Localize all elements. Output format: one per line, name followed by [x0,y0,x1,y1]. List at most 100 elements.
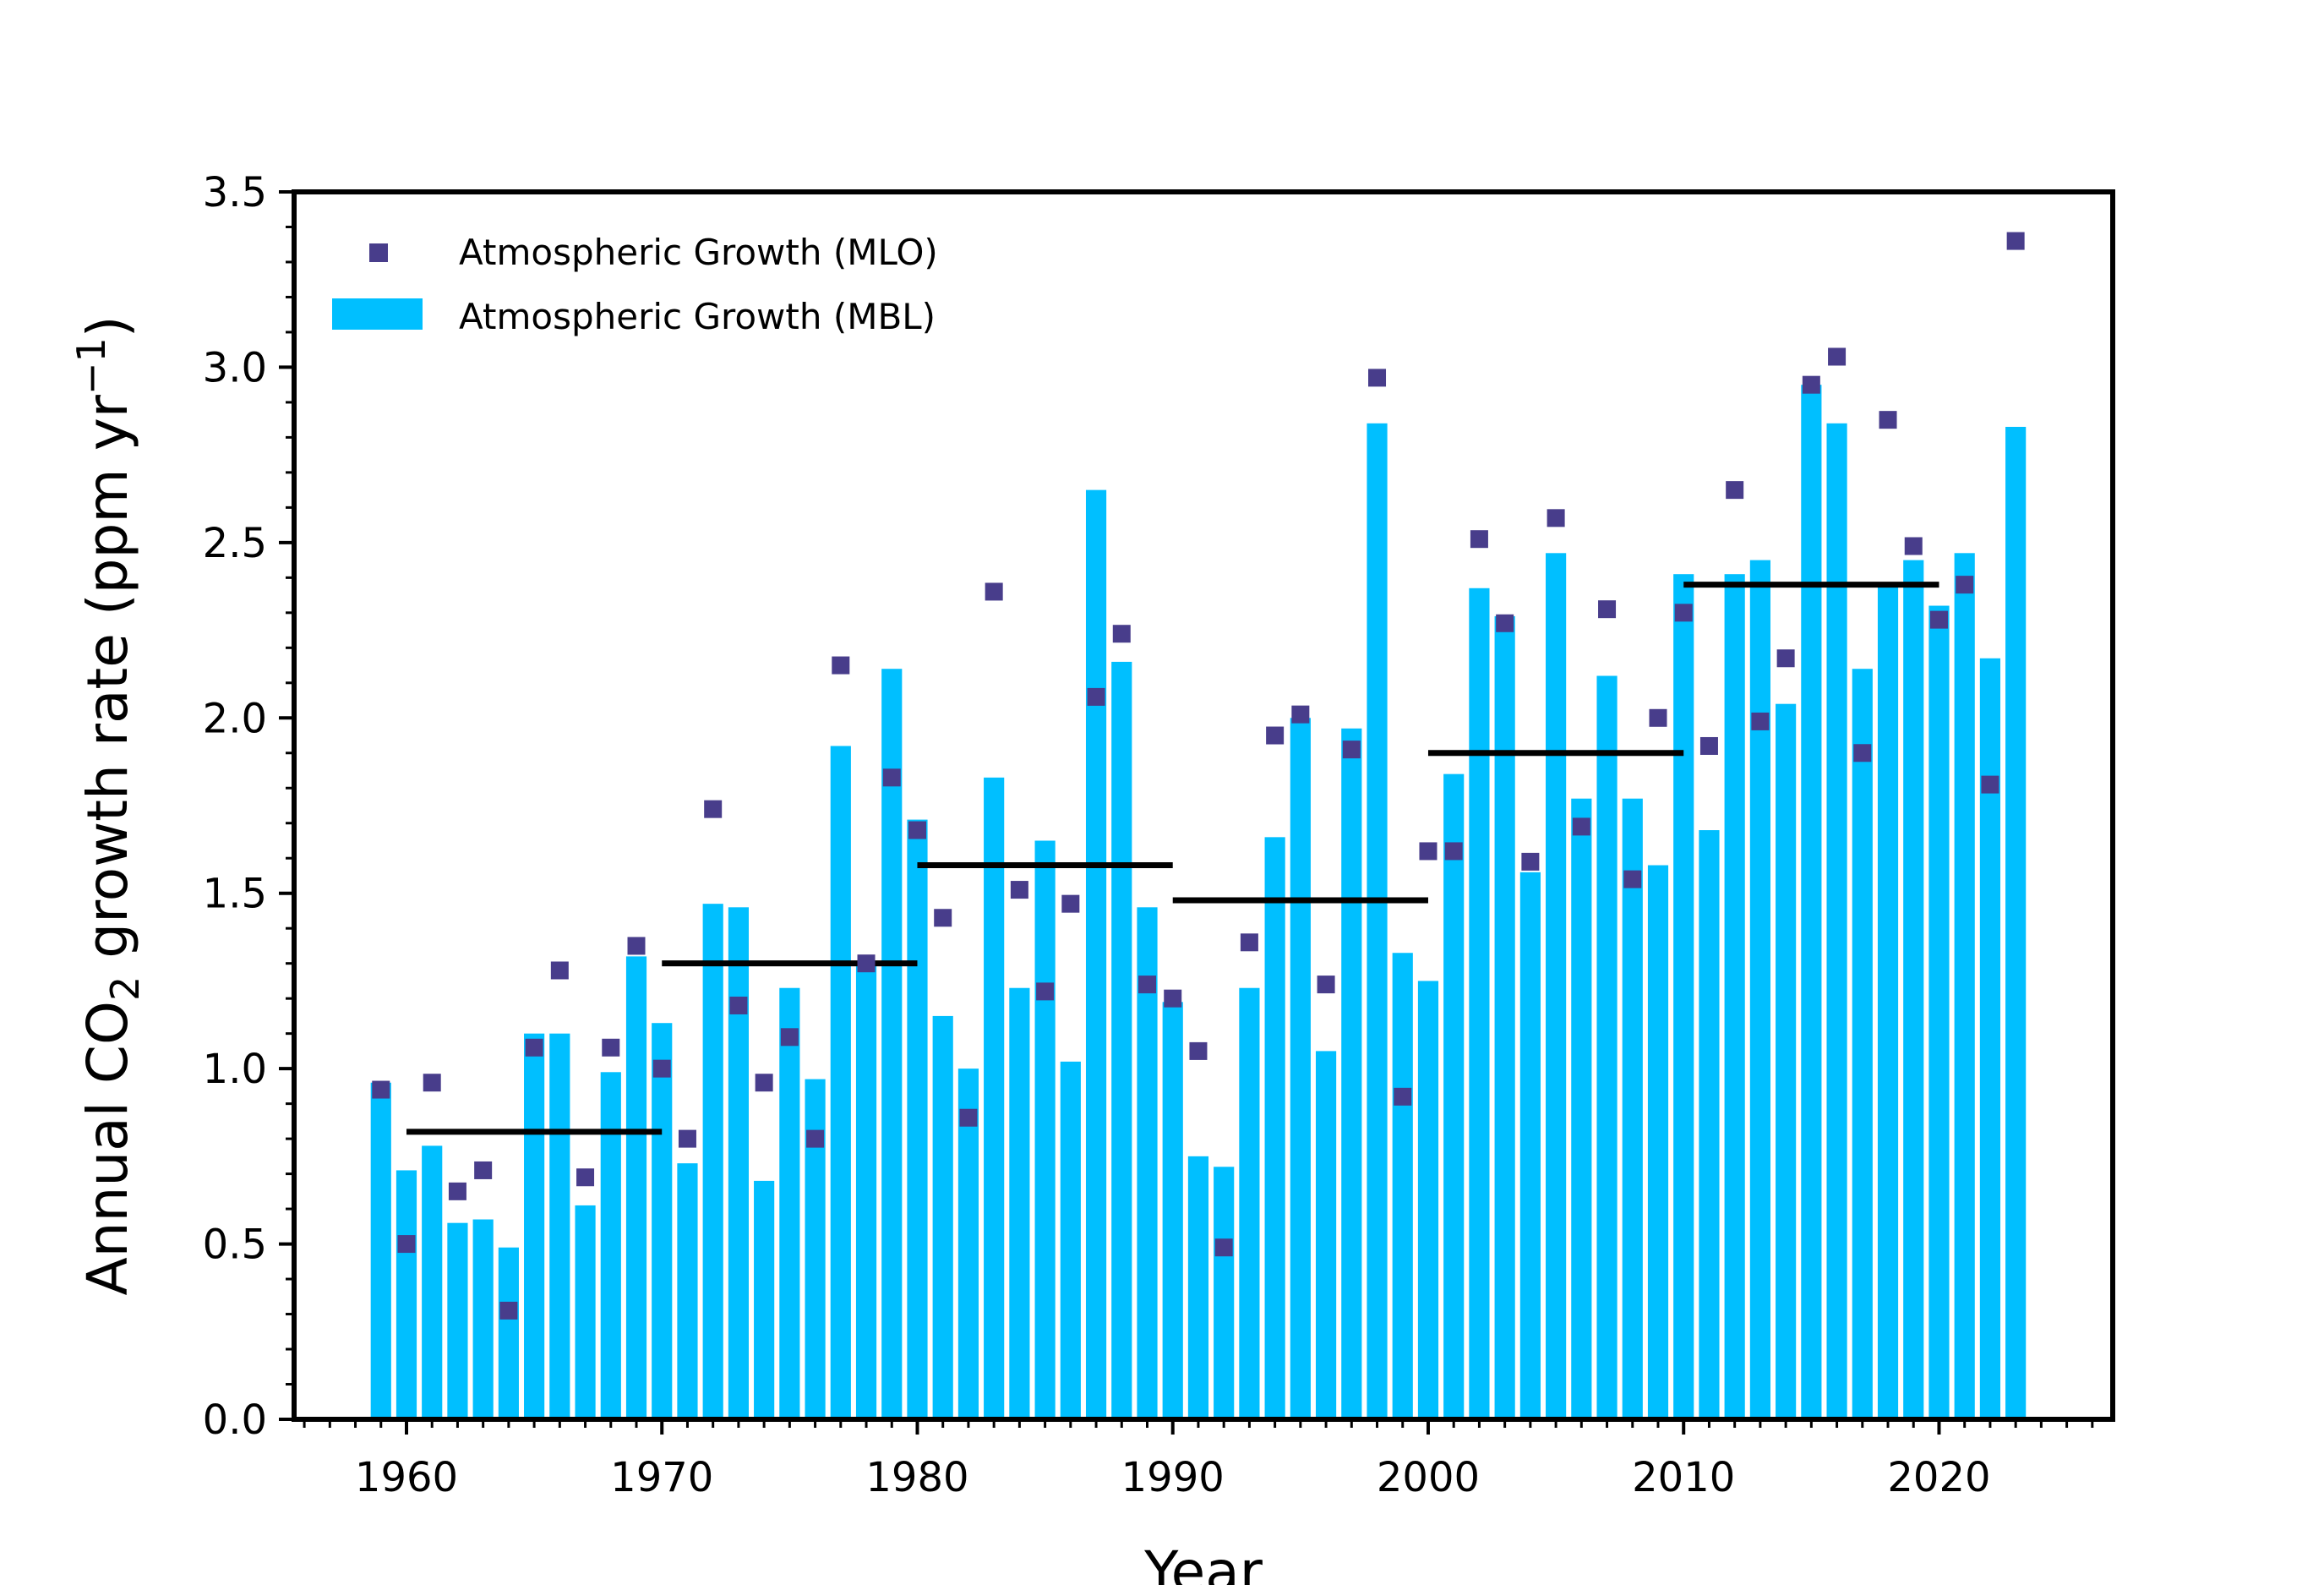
marker-mlo-2019 [1904,537,1923,555]
marker-mlo-1977 [832,656,850,675]
marker-mlo-1960 [397,1235,416,1254]
bar-mbl-2017 [1852,669,1873,1419]
y-tick-label: 1.5 [203,871,267,918]
marker-mlo-1994 [1266,726,1285,745]
marker-mlo-1978 [857,954,876,973]
bar-mbl-1980 [907,819,928,1419]
marker-mlo-1974 [755,1074,773,1092]
marker-mlo-2020 [1929,610,1948,629]
bar-mbl-1972 [702,904,723,1419]
y-tick-label: 2.5 [203,520,267,567]
plot-frame [292,189,2115,1422]
marker-mlo-1965 [525,1038,543,1057]
marker-mlo-1966 [550,961,569,980]
bar-mbl-2010 [1673,574,1694,1419]
bar-mbl-1965 [524,1033,545,1419]
marker-mlo-1968 [602,1038,620,1057]
legend-marker-mlo [369,243,388,262]
legend-label-mlo: Atmospheric Growth (MLO) [459,232,938,273]
bar-mbl-1985 [1034,840,1056,1419]
marker-mlo-1967 [576,1168,595,1187]
marker-mlo-2011 [1699,736,1718,755]
bar-mbl-2021 [1954,553,1975,1419]
x-axis: 1960 1970 1980 1990 2000 2010 2020 [303,1419,2094,1501]
bar-mbl-1998 [1367,423,1388,1420]
marker-mlo-2023 [2006,232,2025,250]
bar-mbl-2014 [1776,703,1797,1419]
x-axis-label: Year [1143,1539,1263,1585]
x-tick-label: 1960 [355,1454,458,1501]
bar-mbl-1977 [830,746,851,1419]
bar-mbl-1987 [1085,489,1107,1419]
bar-mbl-2009 [1647,865,1669,1419]
bar-mbl-2002 [1469,588,1490,1419]
bar-mbl-2013 [1749,560,1770,1419]
marker-mlo-1993 [1240,933,1258,952]
bar-mbl-1974 [754,1180,775,1419]
bar-mbl-1982 [957,1069,979,1419]
marker-mlo-1961 [423,1074,441,1092]
marker-mlo-2017 [1853,744,1872,762]
bar-mbl-2016 [1826,423,1847,1420]
marker-mlo-2012 [1726,481,1744,500]
marker-mlo-1976 [806,1129,825,1148]
bar-mbl-1984 [1009,987,1030,1419]
bar-mbl-1986 [1060,1061,1081,1419]
bar-mbl-1991 [1187,1156,1209,1419]
marker-mlo-1999 [1394,1087,1412,1106]
bar-mbl-1992 [1214,1167,1235,1419]
bar-mbl-1973 [728,907,749,1419]
bar-mbl-2011 [1699,830,1720,1419]
bar-mbl-2015 [1801,385,1822,1420]
marker-mlo-1997 [1342,741,1361,759]
marker-mlo-1980 [908,821,926,839]
bar-mbl-2023 [2005,426,2027,1419]
marker-mlo-1987 [1087,687,1105,706]
x-tick-label: 1970 [610,1454,713,1501]
bar-mbl-2020 [1928,605,1950,1419]
bar-mbl-2005 [1546,553,1567,1419]
bar-mbl-1978 [855,963,877,1419]
marker-mlo-1969 [627,937,646,955]
bar-mbl-1971 [677,1163,698,1419]
bar-mbl-2003 [1494,615,1515,1419]
marker-mlo-2003 [1496,614,1514,632]
x-tick-label: 1980 [865,1454,968,1501]
marker-mlo-1986 [1061,894,1080,913]
marker-mlo-2022 [1981,775,1999,794]
y-tick-label: 3.0 [203,344,267,391]
x-tick-label: 2020 [1887,1454,1990,1501]
bar-mbl-1983 [984,777,1005,1419]
bar-mbl-1963 [472,1219,494,1419]
bar-mbl-2018 [1877,584,1899,1419]
marker-mlo-1995 [1291,705,1310,724]
y-axis-label-subscript: 2 [102,976,148,1001]
bar-mbl-2012 [1724,574,1745,1419]
marker-mlo-1971 [678,1129,696,1148]
marker-mlo-1973 [729,996,748,1014]
marker-mlo-1981 [934,909,952,927]
marker-mlo-2018 [1879,411,1897,429]
marker-mlo-1984 [1010,881,1028,899]
marker-mlo-2005 [1547,509,1565,527]
mbl-bars [370,385,2027,1420]
marker-mlo-1962 [448,1182,466,1200]
marker-mlo-2021 [1956,576,1974,594]
y-tick-label: 1.0 [203,1046,267,1093]
bar-mbl-1990 [1162,1002,1183,1419]
y-tick-label: 2.0 [203,695,267,742]
bar-mbl-2019 [1903,560,1924,1419]
bar-mbl-1994 [1264,837,1285,1419]
bar-mbl-1959 [370,1082,391,1419]
bar-mbl-1960 [396,1170,417,1419]
bar-mbl-2008 [1622,798,1643,1419]
bar-mbl-1966 [549,1033,570,1419]
marker-mlo-2014 [1776,649,1795,668]
marker-mlo-1970 [652,1059,671,1078]
y-axis-label-middle: growth rate (ppm yr [75,394,140,976]
bar-mbl-1988 [1111,661,1132,1419]
marker-mlo-2006 [1572,817,1590,836]
bar-mbl-1997 [1341,728,1362,1419]
marker-mlo-1975 [780,1028,799,1047]
marker-mlo-1972 [704,800,723,818]
